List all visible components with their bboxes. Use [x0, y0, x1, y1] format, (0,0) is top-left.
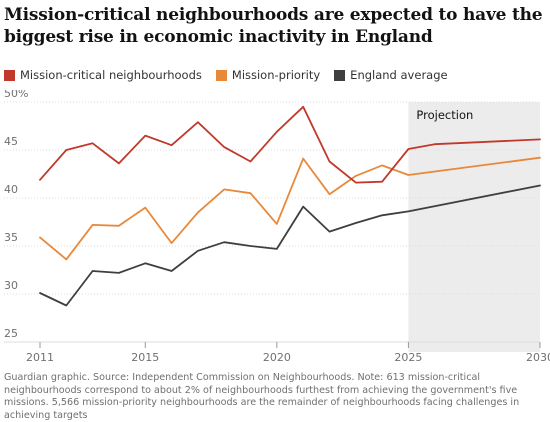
y-tick-label: 40: [4, 183, 18, 196]
legend-item-england-average: England average: [334, 68, 448, 82]
projection-region: Projection: [408, 102, 540, 352]
series-line-mission-critical-neighbourhoods: [39, 105, 541, 184]
y-tick-label: 25: [4, 327, 18, 340]
x-tick-label: 2020: [263, 351, 291, 364]
legend-label-england-average: England average: [350, 68, 448, 82]
legend-label-mission-priority: Mission-priority: [231, 68, 321, 82]
legend-item-mission-priority: Mission-priority: [215, 68, 321, 82]
line-chart: Projection 25 30 35 40 45 50% 2011 2015 2020 2025…: [4, 90, 550, 364]
gridlines: [4, 101, 541, 348]
series-line-england-average: [39, 184, 541, 307]
x-tick-label: 2015: [131, 351, 159, 364]
legend-label-mission-critical: Mission-critical neighbourhoods: [20, 68, 202, 82]
y-tick-label: 30: [4, 279, 18, 292]
axis-labels: 25 30 35 40 45 50% 2011 2015 2020 2025 2030: [4, 90, 550, 364]
y-tick-label: 50%: [4, 90, 28, 100]
legend-item-mission-critical: Mission-critical neighbourhoods: [4, 68, 202, 82]
x-tick-label: 2025: [394, 351, 422, 364]
legend-swatch-mission-critical: [4, 69, 15, 81]
legend-swatch-england-average: [334, 69, 346, 81]
x-tick-label: 2011: [26, 351, 54, 364]
series-line-mission-priority: [39, 156, 541, 261]
y-tick-label: 45: [4, 135, 18, 148]
projection-shade: [408, 102, 540, 352]
projection-label: Projection: [416, 108, 473, 122]
x-tick-label: 2030: [526, 351, 550, 364]
y-tick-label: 35: [4, 231, 18, 244]
source-note: Guardian graphic. Source: Independent Co…: [4, 372, 520, 421]
chart-legend: Mission-critical neighbourhoods Mission-…: [4, 66, 462, 84]
legend-swatch-mission-priority: [215, 69, 227, 81]
series-lines: [39, 105, 541, 307]
chart-title: Mission-critical neighbourhoods are expe…: [4, 5, 543, 47]
